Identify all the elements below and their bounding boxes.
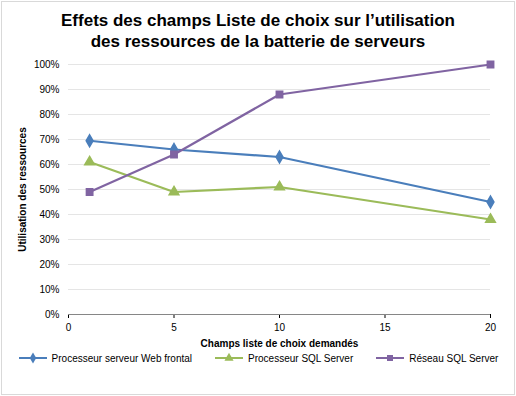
svg-text:30%: 30% xyxy=(39,234,59,245)
html-text:Processeur SQL Server: Processeur SQL Server xyxy=(248,352,354,364)
svg-text:20%: 20% xyxy=(39,259,59,270)
svg-text:50%: 50% xyxy=(39,184,59,195)
svg-text:60%: 60% xyxy=(39,159,59,170)
svg-text:70%: 70% xyxy=(39,134,59,145)
svg-text:0%: 0% xyxy=(45,309,60,320)
svg-text:5: 5 xyxy=(171,322,177,333)
svg-text:0: 0 xyxy=(66,322,72,333)
svg-text:40%: 40% xyxy=(39,209,59,220)
svg-text:10%: 10% xyxy=(39,284,59,295)
svg-text:100%: 100% xyxy=(34,59,60,70)
html-text:Processeur serveur Web frontal: Processeur serveur Web frontal xyxy=(51,352,192,364)
svg-text:20: 20 xyxy=(485,322,497,333)
svg-text:Champs liste de choix demandés: Champs liste de choix demandés xyxy=(201,338,359,349)
html-text:Effets des champs Liste de cho: Effets des champs Liste de choix sur l’u… xyxy=(61,11,455,51)
svg-text:Utilisation des ressources: Utilisation des ressources xyxy=(17,127,28,252)
svg-text:10: 10 xyxy=(274,322,286,333)
html-text:Réseau SQL Server: Réseau SQL Server xyxy=(409,352,499,364)
svg-text:80%: 80% xyxy=(39,109,59,120)
svg-text:90%: 90% xyxy=(39,84,59,95)
svg-text:15: 15 xyxy=(379,322,391,333)
